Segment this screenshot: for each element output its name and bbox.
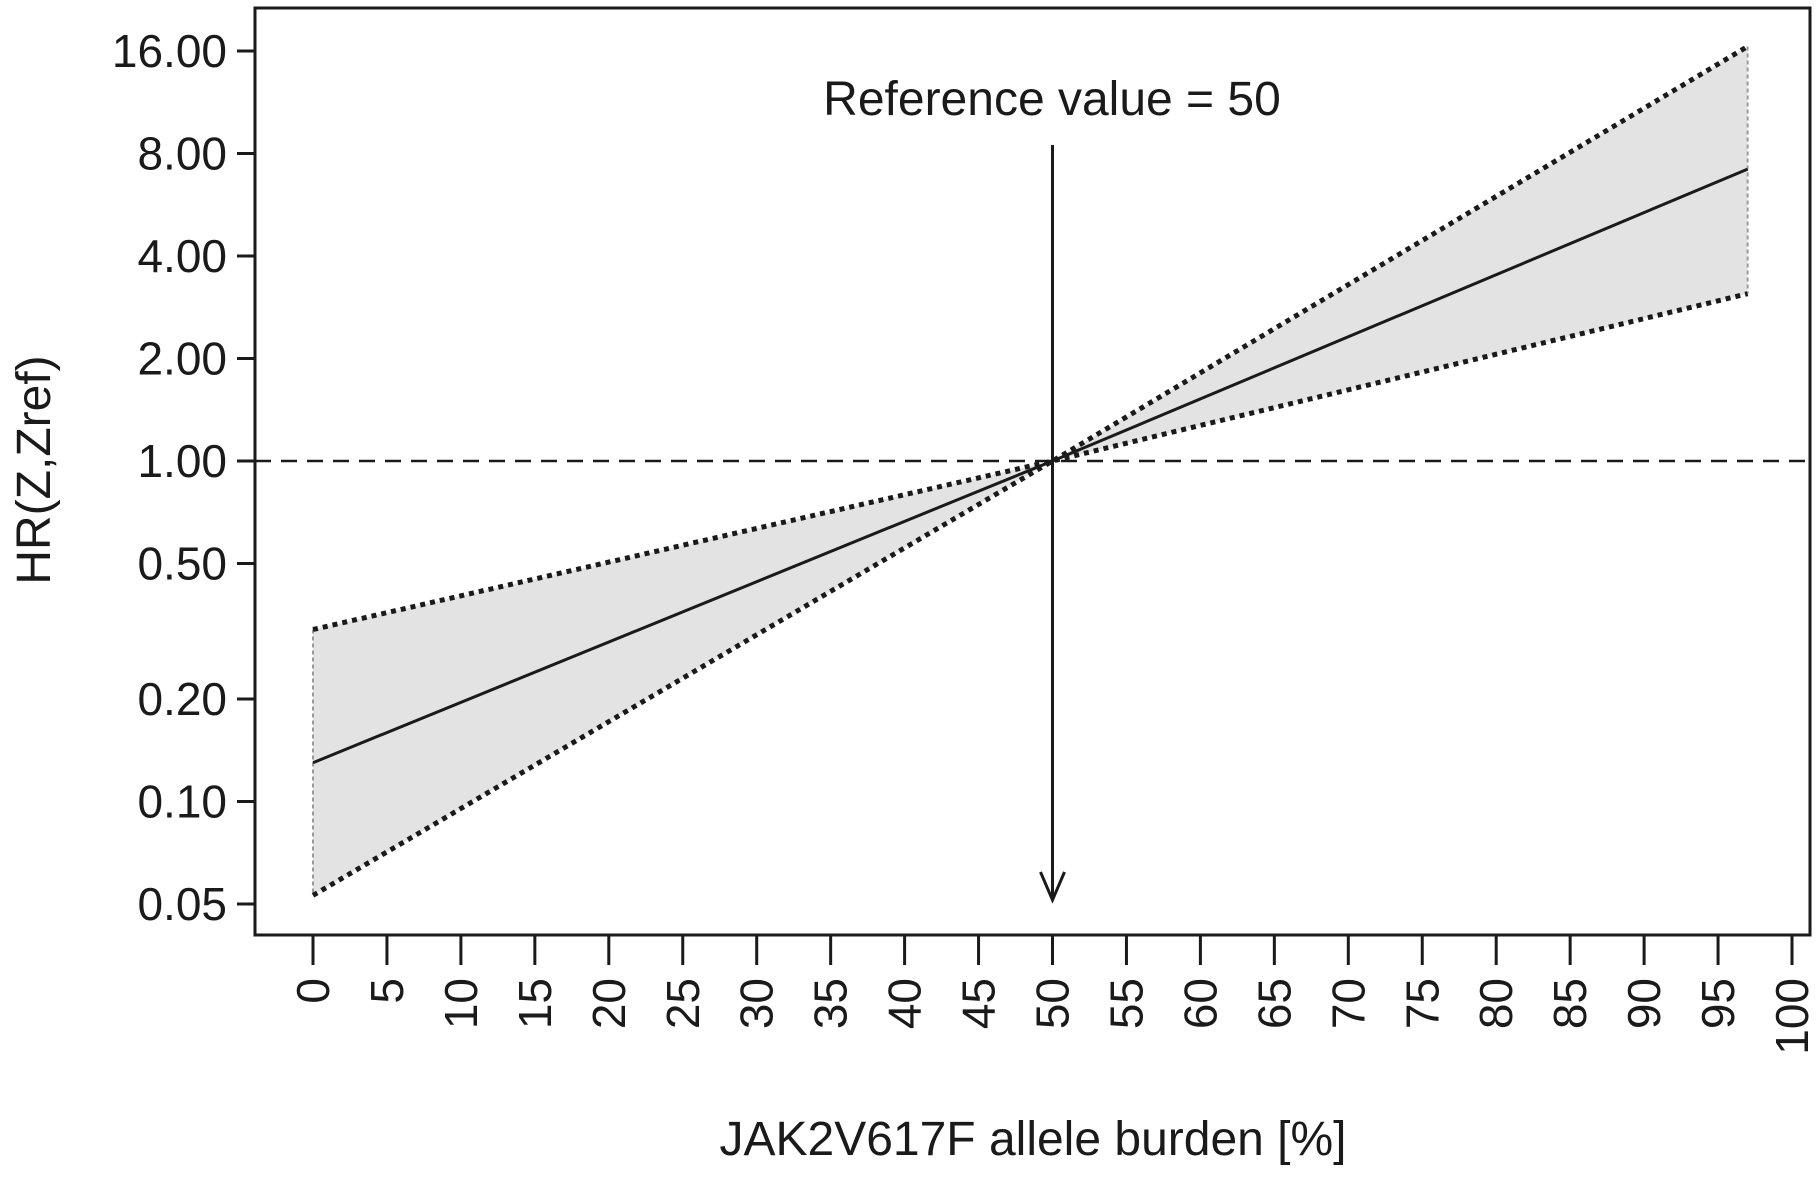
x-axis-title: JAK2V617F allele burden [%]: [719, 1113, 1346, 1166]
plot-frame: [253, 6, 1812, 937]
x-tick-label: 45: [953, 978, 1005, 1029]
x-tick-label: 50: [1027, 978, 1079, 1029]
y-tick-label: 0.50: [137, 538, 227, 590]
x-tick-label: 90: [1618, 978, 1670, 1029]
x-tick-label: 55: [1100, 978, 1152, 1029]
x-tick-label: 60: [1174, 978, 1226, 1029]
x-tick-label: 5: [361, 978, 413, 1004]
x-tick-label: 20: [583, 978, 635, 1029]
x-tick-label: 10: [435, 978, 487, 1029]
x-tick-label: 75: [1396, 978, 1448, 1029]
y-axis-title: HR(Z,Zref): [8, 355, 61, 584]
x-tick-label: 0: [287, 978, 339, 1004]
x-tick-label: 100: [1766, 978, 1818, 1055]
y-tick-label: 16.00: [112, 25, 227, 77]
x-tick-label: 80: [1470, 978, 1522, 1029]
x-tick-label: 25: [657, 978, 709, 1029]
x-tick-label: 65: [1248, 978, 1300, 1029]
x-tick-label: 40: [879, 978, 931, 1029]
reference-arrow-layer: Reference value = 50: [823, 73, 1281, 904]
x-axis: 0 5 10 15 20 25 30 35 40 45 50 55 60 65 70 75 80 85 90 95 10…: [287, 935, 1818, 1055]
upper-ci-line: [312, 44, 1749, 632]
x-tick-label: 70: [1322, 978, 1374, 1029]
y-tick-label: 1.00: [137, 435, 227, 487]
y-tick-label: 4.00: [137, 230, 227, 282]
x-tick-label: 15: [509, 978, 561, 1029]
y-tick-label: 8.00: [137, 128, 227, 180]
estimate-line: [312, 167, 1749, 765]
x-tick-label: 30: [731, 978, 783, 1029]
series-layer: [311, 44, 1749, 898]
x-tick-label: 95: [1692, 978, 1744, 1029]
y-tick-label: 2.00: [137, 333, 227, 385]
reference-value-annotation: Reference value = 50: [823, 73, 1281, 126]
x-tick-label: 35: [805, 978, 857, 1029]
y-tick-label: 0.20: [137, 673, 227, 725]
y-tick-label: 0.10: [137, 775, 227, 827]
x-tick-label: 85: [1544, 978, 1596, 1029]
lower-ci-line: [311, 291, 1749, 898]
reference-arrow-head: [1039, 871, 1066, 904]
y-tick-label: 0.05: [137, 878, 227, 930]
y-axis: 0.05 0.10 0.20 0.50 1.00 2.00 4.00 8.00 16.00: [112, 25, 255, 930]
